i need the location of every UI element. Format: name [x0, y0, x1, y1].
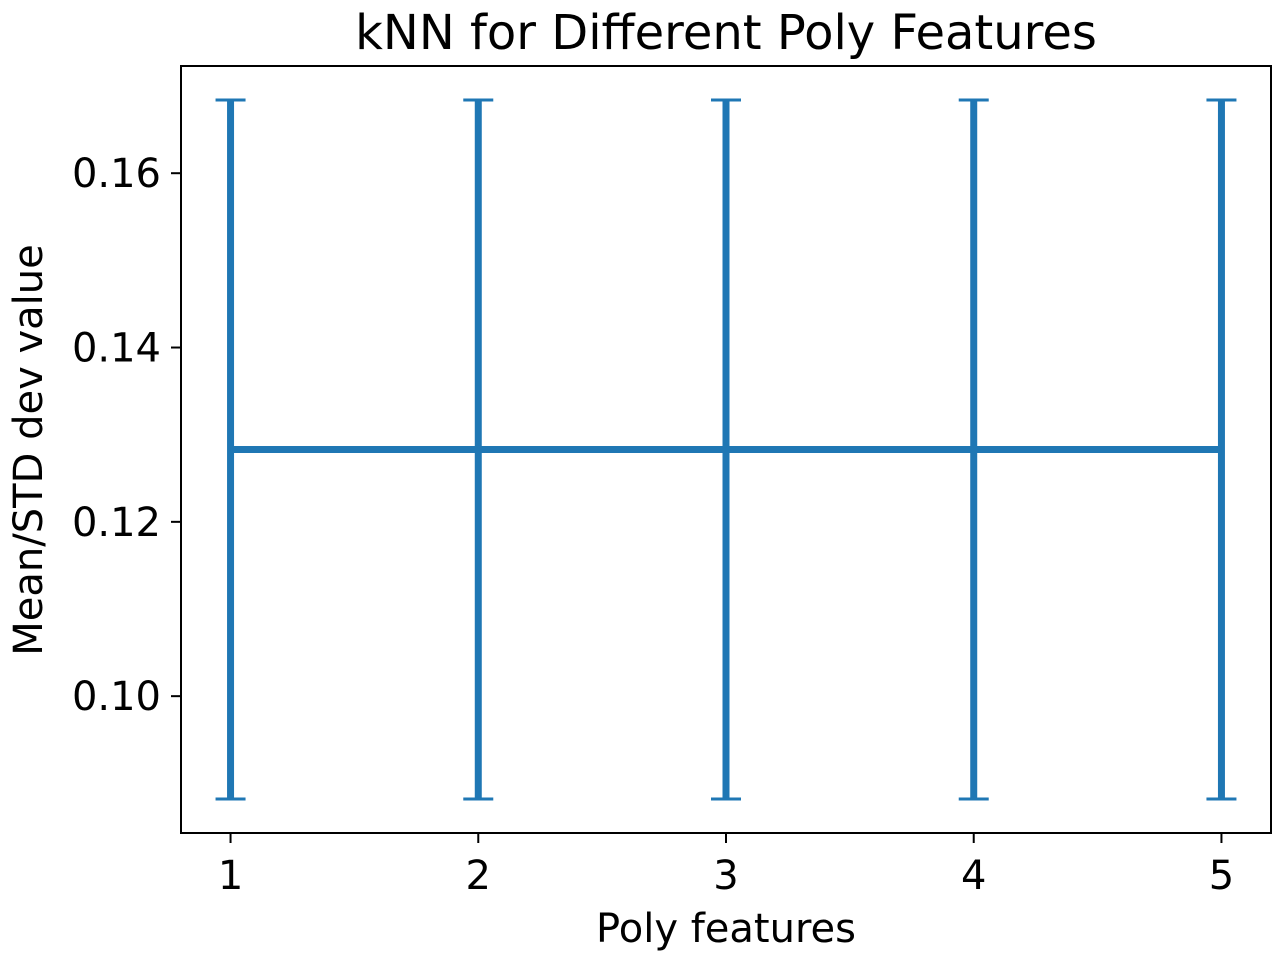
y-tick-label: 0.16 — [72, 151, 161, 197]
x-axis-label: Poly features — [596, 906, 856, 952]
x-tick-label: 4 — [961, 853, 986, 899]
chart-title: kNN for Different Poly Features — [355, 5, 1097, 61]
x-axis-ticks: 1 2 3 4 5 — [218, 833, 1234, 899]
x-tick-label: 5 — [1209, 853, 1234, 899]
y-axis-label: Mean/STD dev value — [6, 244, 52, 655]
plot-marks — [215, 98, 1237, 801]
x-tick-label: 3 — [713, 853, 738, 899]
y-tick-label: 0.12 — [72, 500, 161, 546]
y-tick-label: 0.10 — [72, 674, 161, 720]
y-tick-label: 0.14 — [72, 326, 161, 372]
x-tick-label: 1 — [218, 853, 243, 899]
y-axis-ticks: 0.10 0.12 0.14 0.16 — [72, 151, 181, 720]
x-tick-label: 2 — [466, 853, 491, 899]
